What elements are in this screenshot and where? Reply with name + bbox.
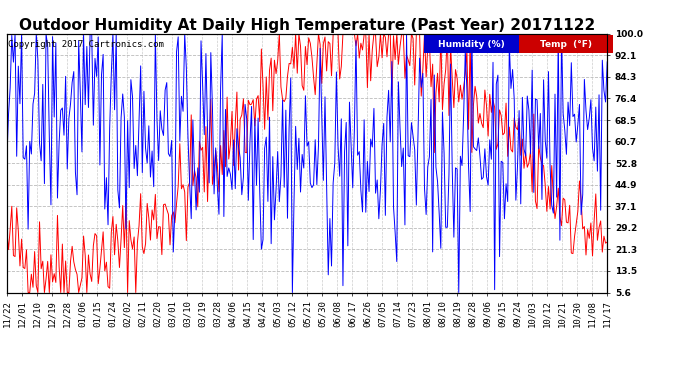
- Title: Outdoor Humidity At Daily High Temperature (Past Year) 20171122: Outdoor Humidity At Daily High Temperatu…: [19, 18, 595, 33]
- Text: Copyright 2017 Cartronics.com: Copyright 2017 Cartronics.com: [8, 40, 164, 49]
